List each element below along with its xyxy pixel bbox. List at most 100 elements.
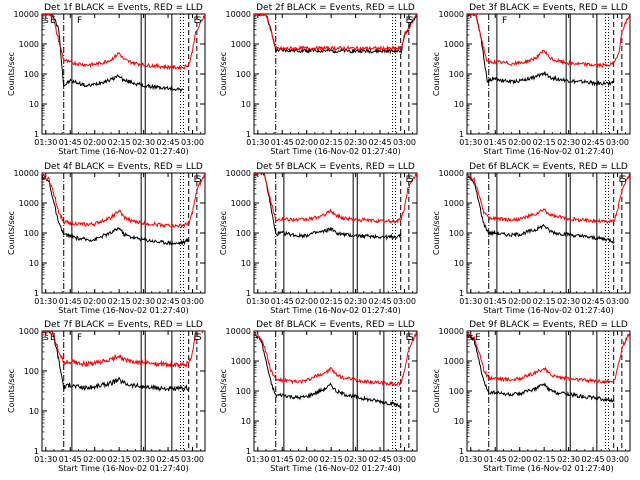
y-tick-label: 1 [34, 130, 39, 139]
y-tick-label: 1000 [231, 357, 251, 366]
flag-label: E [406, 175, 412, 185]
flag-label: S [196, 333, 202, 343]
y-tick-label: 100 [24, 229, 39, 238]
x-tick-label: 02:15 [320, 297, 343, 306]
panel-9: Det 9f BLACK = Events, RED = LLD 01:30 01:… [432, 320, 631, 473]
y-tick-label: 100 [236, 229, 251, 238]
x-tick-label: 02:00 [295, 297, 318, 306]
x-tick-label: 02:00 [508, 138, 531, 147]
y-tick-label: 1000 [19, 199, 39, 208]
x-tick-label: 02:00 [83, 297, 106, 306]
flag-label: E [50, 16, 56, 26]
flag-label: s [469, 333, 474, 343]
x-tick-label: 02:45 [369, 297, 392, 306]
y-tick-label: 100 [449, 70, 464, 79]
flag-label: S [196, 175, 202, 185]
y-axis-label: Counts/sec [432, 52, 441, 96]
y-tick-label: 100 [236, 387, 251, 396]
y-tick-label: 1 [34, 447, 39, 456]
x-tick-label: 03:00 [393, 297, 416, 306]
y-axis-label: Counts/sec [7, 211, 16, 255]
y-tick-label: 10000 [226, 10, 251, 19]
series-lld [254, 331, 417, 387]
y-tick-label: 10 [454, 259, 464, 268]
series-events [467, 333, 615, 403]
x-tick-label: 01:30 [246, 138, 269, 147]
y-tick-label: 10000 [439, 169, 464, 178]
x-tick-label: 03:00 [181, 297, 204, 306]
x-tick-label: 02:00 [508, 297, 531, 306]
x-tick-label: 02:00 [83, 455, 106, 464]
x-tick-label: 01:45 [271, 455, 294, 464]
series-lld [254, 173, 417, 224]
x-tick-label: 02:45 [582, 297, 605, 306]
panel-title: Det 6f BLACK = Events, RED = LLD [469, 162, 628, 172]
y-axis-label: Counts/sec [219, 52, 228, 96]
y-tick-label: 10000 [439, 10, 464, 19]
x-tick-label: 02:15 [533, 138, 556, 147]
x-tick-label: 01:30 [459, 455, 482, 464]
y-tick-label: 1000 [231, 199, 251, 208]
x-tick-label: 02:15 [320, 455, 343, 464]
series-lld [42, 173, 205, 229]
y-tick-label: 1000 [19, 327, 39, 336]
x-tick-label: 02:15 [320, 138, 343, 147]
y-tick-label: 1 [246, 447, 251, 456]
x-tick-label: 02:30 [132, 297, 155, 306]
y-tick-label: 10 [454, 100, 464, 109]
x-tick-label: 02:45 [157, 138, 180, 147]
x-tick-label: 02:15 [533, 455, 556, 464]
x-tick-label: 01:45 [271, 297, 294, 306]
x-tick-label: 02:45 [369, 138, 392, 147]
y-axis-label: Counts/sec [7, 52, 16, 96]
series-events [467, 14, 615, 87]
panel-title: Det 3f BLACK = Events, RED = LLD [469, 3, 628, 13]
y-axis-label: Counts/sec [219, 369, 228, 413]
x-tick-label: 03:00 [393, 138, 416, 147]
x-tick-label: 02:30 [344, 455, 367, 464]
series-lld [42, 14, 205, 71]
x-tick-label: 02:15 [108, 455, 131, 464]
x-tick-label: 02:45 [582, 138, 605, 147]
x-tick-label: 02:30 [132, 138, 155, 147]
x-tick-label: 03:00 [606, 455, 629, 464]
flag-label: S [408, 175, 414, 185]
x-axis-label: Start Time (16-Nov-02 01:27:40) [270, 147, 400, 156]
series-lld [467, 332, 630, 385]
panel-title: Det 5f BLACK = Events, RED = LLD [256, 162, 415, 172]
x-tick-label: 01:30 [246, 297, 269, 306]
x-tick-label: 02:15 [533, 297, 556, 306]
flag-label: F [77, 16, 82, 26]
x-tick-label: 02:45 [369, 455, 392, 464]
flag-label: F [502, 16, 507, 26]
series-lld [467, 14, 630, 69]
y-tick-label: 100 [236, 70, 251, 79]
flag-label: E [475, 333, 481, 343]
y-axis-label: Counts/sec [432, 211, 441, 255]
x-tick-label: 02:30 [132, 455, 155, 464]
panel-6: Det 6f BLACK = Events, RED = LLD 01:30 01:… [432, 162, 631, 315]
y-tick-label: 10000 [14, 10, 39, 19]
x-tick-label: 03:00 [606, 138, 629, 147]
x-tick-label: 02:30 [557, 138, 580, 147]
y-tick-label: 1000 [19, 40, 39, 49]
flag-label: S [408, 333, 414, 343]
flag-label: E [194, 333, 200, 343]
y-tick-label: 10 [454, 417, 464, 426]
x-axis-label: Start Time (16-Nov-02 01:27:40) [270, 306, 400, 315]
y-tick-label: 1000 [444, 199, 464, 208]
panel-2: Det 2f BLACK = Events, RED = LLD 01:30 01:… [219, 3, 418, 156]
series-events [254, 332, 402, 410]
x-tick-label: 01:30 [459, 297, 482, 306]
y-tick-label: 10 [241, 417, 251, 426]
series-events [42, 14, 184, 93]
flag-label: E [619, 175, 625, 185]
x-tick-label: 02:00 [295, 138, 318, 147]
panel-title: Det 8f BLACK = Events, RED = LLD [256, 320, 415, 330]
x-axis-label: Start Time (16-Nov-02 01:27:40) [270, 464, 400, 473]
panel-title: Det 7f BLACK = Events, RED = LLD [44, 320, 203, 330]
y-tick-label: 10000 [439, 327, 464, 336]
y-tick-label: 100 [24, 367, 39, 376]
x-tick-label: 01:45 [59, 297, 82, 306]
x-tick-label: 01:45 [484, 455, 507, 464]
